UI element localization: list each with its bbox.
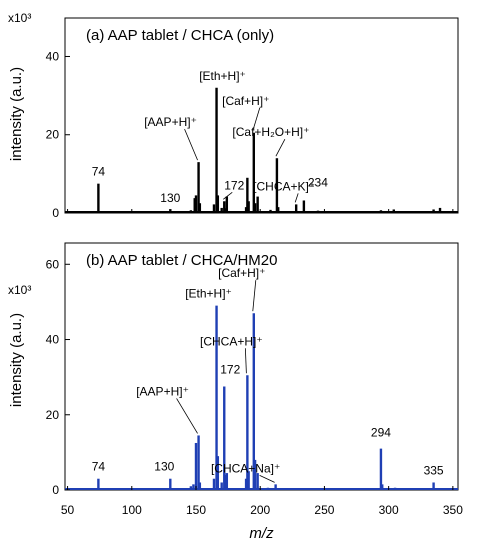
peak-label: [Caf+H₂O+H]⁺ <box>232 125 309 139</box>
x-tick-label: 250 <box>314 503 334 517</box>
peak-label: 74 <box>92 165 106 179</box>
y-tick-label: 0 <box>52 206 59 220</box>
peak-label: 294 <box>371 426 391 440</box>
peak-label: 172 <box>224 178 244 192</box>
x-tick-label: 200 <box>250 503 270 517</box>
x-tick-label: 100 <box>122 503 142 517</box>
peak-label: 130 <box>160 191 180 205</box>
y-scale-label: x10³ <box>8 283 31 297</box>
peak-label: [Caf+H]⁺ <box>222 94 269 108</box>
peak-label: 172 <box>220 363 240 377</box>
x-tick-label: 300 <box>379 503 399 517</box>
spectrum-panel-a: 0 20 40 x10³ intensity (a.u.) (a) AAP tablet … <box>8 11 459 220</box>
y-tick-label: 20 <box>46 128 60 142</box>
label-leader <box>176 398 198 434</box>
y-tick-label: 40 <box>46 333 60 347</box>
peak-label: [CHCA+K]⁺ <box>253 179 315 193</box>
label-leader <box>252 107 261 131</box>
peak-label: 74 <box>92 460 106 474</box>
peak-label: [CHCA+Na]⁺ <box>211 461 280 475</box>
x-axis-label: m/z <box>249 525 274 542</box>
label-leader <box>252 280 257 312</box>
x-tick-label: 350 <box>443 503 463 517</box>
y-axis-label: intensity (a.u.) <box>8 67 25 161</box>
x-axis: 50 100 150 200 250 300 350 m/z <box>61 503 463 542</box>
label-leader <box>244 348 247 374</box>
spectrum-panel-b: 0 20 40 60 x10³ intensity (a.u.) (b) AAP table… <box>8 242 459 497</box>
label-leader <box>294 193 299 203</box>
label-leader <box>259 474 275 483</box>
x-tick-label: 50 <box>61 503 75 517</box>
label-leader <box>223 191 233 200</box>
y-tick-label: 0 <box>52 483 59 497</box>
y-tick-label: 20 <box>46 408 60 422</box>
peak-label: 234 <box>308 175 328 189</box>
peak-label: [Eth+H]⁺ <box>185 287 232 301</box>
peak-label: [Eth+H]⁺ <box>199 69 246 83</box>
y-axis-label: intensity (a.u.) <box>8 313 25 407</box>
peak-label: 335 <box>424 463 444 477</box>
panel-title: (b) AAP tablet / CHCA/HM20 <box>86 252 277 269</box>
peak-label: [AAP+H]⁺ <box>144 115 197 129</box>
x-tick-label: 150 <box>186 503 206 517</box>
peak-label: 130 <box>154 460 174 474</box>
y-tick-label: 60 <box>46 257 60 271</box>
peak-label: [CHCA+H]⁺ <box>200 334 263 348</box>
y-tick-label: 40 <box>46 49 60 63</box>
label-leader <box>184 128 198 161</box>
panel-title: (a) AAP tablet / CHCA (only) <box>86 27 274 44</box>
y-scale-label: x10³ <box>8 11 31 25</box>
peak-label: [Caf+H]⁺ <box>218 266 265 280</box>
peak-label: [AAP+H]⁺ <box>136 384 189 398</box>
label-leader <box>275 139 286 157</box>
